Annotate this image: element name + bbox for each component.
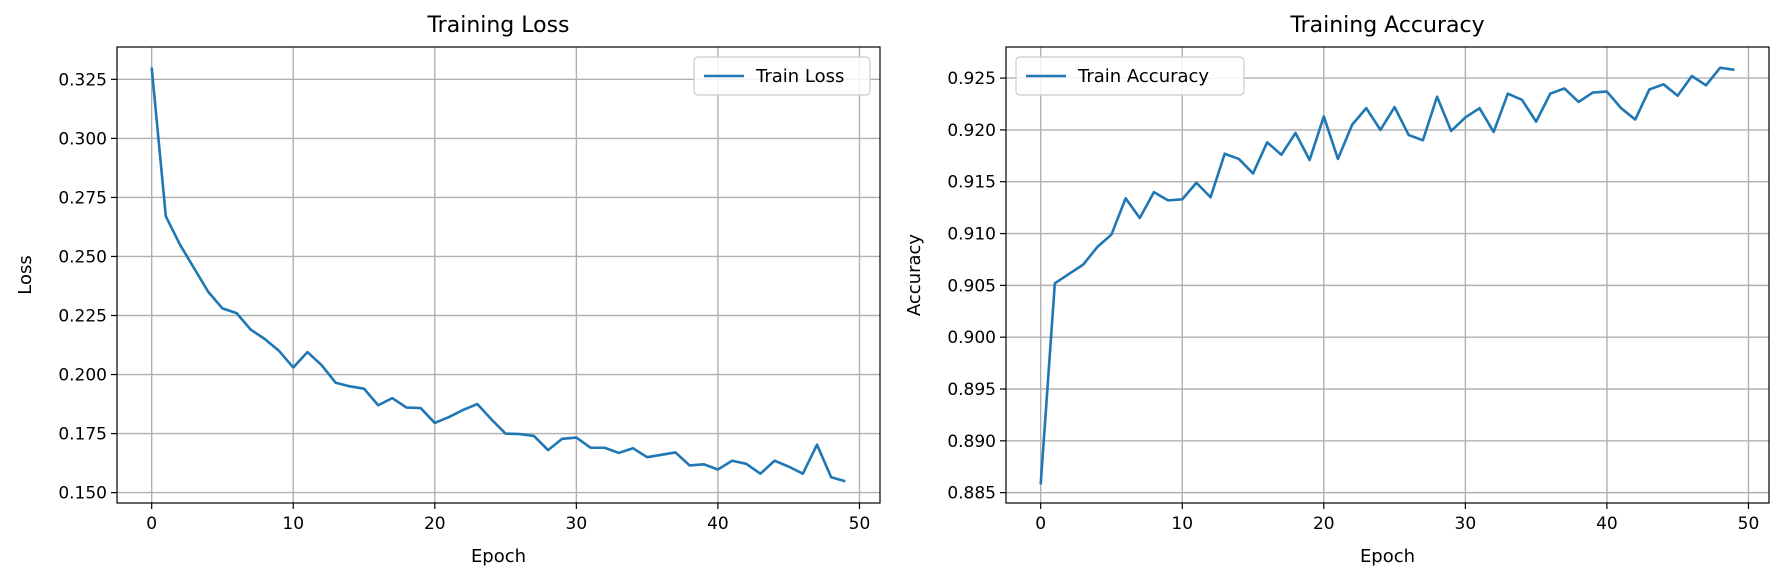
loss-y-axis-label: Loss	[15, 255, 36, 294]
loss-series-line	[150, 67, 846, 483]
x-tick-label: 30	[566, 514, 588, 534]
accuracy-legend: Train Accuracy	[1015, 56, 1245, 96]
x-tick-label: 50	[1738, 514, 1760, 534]
legend-label: Train Accuracy	[1077, 66, 1209, 87]
y-tick-label: 0.300	[58, 129, 107, 149]
y-tick-label: 0.175	[58, 425, 107, 445]
y-tick-label: 0.250	[58, 247, 107, 267]
y-tick-label: 0.890	[947, 432, 996, 452]
y-tick-label: 0.885	[947, 484, 996, 504]
x-tick-label: 40	[707, 514, 729, 534]
x-tick-label: 50	[849, 514, 871, 534]
y-tick-label: 0.905	[947, 276, 996, 296]
x-tick-label: 40	[1596, 514, 1618, 534]
legend-label: Train Loss	[755, 66, 844, 87]
y-tick-label: 0.200	[58, 366, 107, 386]
legend-box	[693, 56, 871, 96]
y-tick-label: 0.915	[947, 173, 996, 193]
x-tick-label: 20	[424, 514, 446, 534]
y-tick-label: 0.225	[58, 306, 107, 326]
x-tick-label: 20	[1313, 514, 1335, 534]
y-tick-label: 0.895	[947, 380, 996, 400]
x-tick-label: 0	[1035, 514, 1046, 534]
accuracy-chart-panel: 0 10 20 30 40 50 0.885 0.890 0.895 0.900 0.905 0.91…	[904, 13, 1770, 567]
y-tick-label: 0.325	[58, 70, 107, 90]
loss-chart-title: Training Loss	[426, 13, 569, 38]
x-tick-label: 30	[1455, 514, 1477, 534]
accuracy-chart-title: Training Accuracy	[1289, 13, 1484, 38]
x-tick-label: 10	[1171, 514, 1193, 534]
x-tick-label: 0	[146, 514, 157, 534]
accuracy-y-axis-label: Accuracy	[904, 234, 925, 317]
accuracy-series-line	[1039, 66, 1735, 485]
loss-axes-frame	[116, 46, 881, 504]
y-tick-label: 0.900	[947, 328, 996, 348]
y-tick-label: 0.150	[58, 484, 107, 504]
loss-x-axis-label: Epoch	[471, 546, 526, 567]
y-tick-label: 0.925	[947, 69, 996, 89]
loss-legend: Train Loss	[693, 56, 871, 96]
accuracy-axes-frame	[1005, 46, 1770, 504]
legend-box	[1015, 56, 1245, 96]
y-tick-label: 0.910	[947, 225, 996, 245]
loss-chart-panel: 0 10 20 30 40 50 0.150 0.175 0.200 0.225 0.250 0.27…	[15, 13, 881, 567]
y-tick-label: 0.275	[58, 188, 107, 208]
x-tick-label: 10	[282, 514, 304, 534]
accuracy-x-axis-label: Epoch	[1360, 546, 1415, 567]
y-tick-label: 0.920	[947, 121, 996, 141]
